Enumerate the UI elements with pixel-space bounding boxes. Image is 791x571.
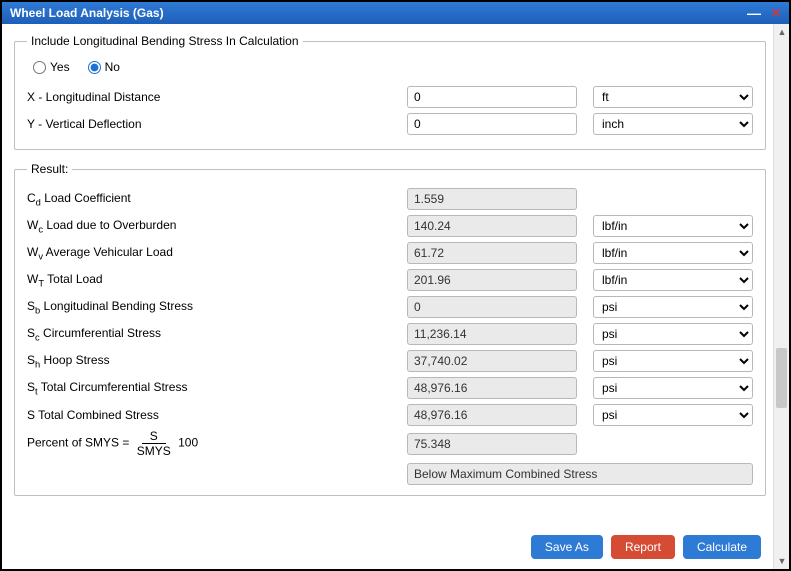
wc-unit-select[interactable]: lbf/in [593, 215, 753, 237]
content-area: Include Longitudinal Bending Stress In C… [2, 24, 773, 569]
x-distance-unit-select[interactable]: ft [593, 86, 753, 108]
wt-unit-select[interactable]: lbf/in [593, 269, 753, 291]
smys-value [407, 433, 577, 455]
bending-legend: Include Longitudinal Bending Stress In C… [27, 34, 303, 48]
smys-suffix: 100 [178, 436, 198, 450]
cd-value [407, 188, 577, 210]
s-unit-select[interactable]: psi [593, 404, 753, 426]
s-value [407, 404, 577, 426]
bending-fieldset: Include Longitudinal Bending Stress In C… [14, 34, 766, 150]
y-deflection-input[interactable] [407, 113, 577, 135]
result-fieldset: Result: Cd Load Coefficient Wc Load due … [14, 162, 766, 496]
calculate-button[interactable]: Calculate [683, 535, 761, 559]
smys-den: SMYS [137, 444, 171, 457]
close-icon[interactable]: ✕ [771, 2, 781, 24]
wv-unit-select[interactable]: lbf/in [593, 242, 753, 264]
y-deflection-unit-select[interactable]: inch [593, 113, 753, 135]
button-bar: Save As Report Calculate [531, 535, 761, 559]
y-deflection-label: Y - Vertical Deflection [27, 117, 407, 131]
smys-fraction: S SMYS [137, 430, 171, 457]
radio-no-text: No [105, 60, 120, 74]
report-button[interactable]: Report [611, 535, 675, 559]
radio-yes-text: Yes [50, 60, 70, 74]
s-label: S Total Combined Stress [27, 408, 407, 422]
scroll-thumb[interactable] [776, 348, 787, 408]
st-value [407, 377, 577, 399]
sh-label: Sh Hoop Stress [27, 353, 407, 369]
radio-no[interactable] [88, 61, 101, 74]
minimize-icon[interactable]: — [747, 2, 761, 24]
wc-label: Wc Load due to Overburden [27, 218, 407, 234]
sb-label: Sb Longitudinal Bending Stress [27, 299, 407, 315]
sc-label: Sc Circumferential Stress [27, 326, 407, 342]
radio-yes[interactable] [33, 61, 46, 74]
sh-unit-select[interactable]: psi [593, 350, 753, 372]
window-title: Wheel Load Analysis (Gas) [10, 2, 164, 24]
cd-label: Cd Load Coefficient [27, 191, 407, 207]
wv-value [407, 242, 577, 264]
st-label: St Total Circumferential Stress [27, 380, 407, 396]
titlebar: Wheel Load Analysis (Gas) — ✕ [2, 2, 789, 24]
save-as-button[interactable]: Save As [531, 535, 603, 559]
scroll-track[interactable] [774, 40, 789, 553]
smys-label: Percent of SMYS = S SMYS 100 [27, 430, 407, 457]
sb-value [407, 296, 577, 318]
wv-label: Wv Average Vehicular Load [27, 245, 407, 261]
status-message: Below Maximum Combined Stress [407, 463, 753, 485]
st-unit-select[interactable]: psi [593, 377, 753, 399]
vertical-scrollbar[interactable]: ▲ ▼ [773, 24, 789, 569]
wt-label: WT Total Load [27, 272, 407, 288]
sc-value [407, 323, 577, 345]
radio-yes-label[interactable]: Yes [33, 60, 70, 74]
smys-prefix: Percent of SMYS = [27, 436, 129, 450]
wt-value [407, 269, 577, 291]
sc-unit-select[interactable]: psi [593, 323, 753, 345]
scroll-up-icon[interactable]: ▲ [774, 24, 790, 40]
sb-unit-select[interactable]: psi [593, 296, 753, 318]
scroll-down-icon[interactable]: ▼ [774, 553, 790, 569]
radio-no-label[interactable]: No [88, 60, 120, 74]
wc-value [407, 215, 577, 237]
result-legend: Result: [27, 162, 72, 176]
smys-num: S [142, 430, 166, 444]
x-distance-label: X - Longitudinal Distance [27, 90, 407, 104]
x-distance-input[interactable] [407, 86, 577, 108]
sh-value [407, 350, 577, 372]
